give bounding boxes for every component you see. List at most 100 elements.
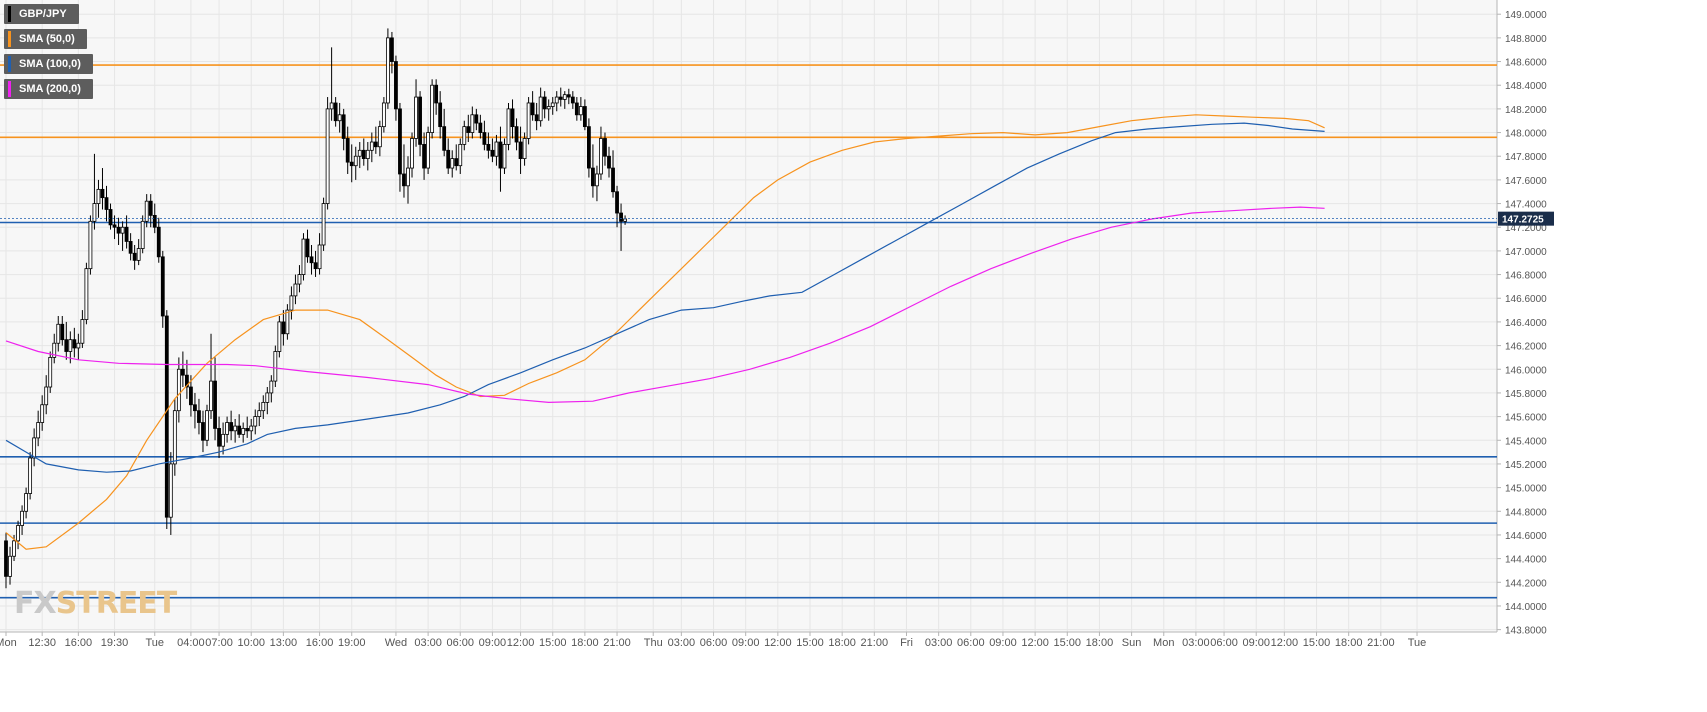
y-tick-label: 145.4000 [1505, 436, 1547, 447]
candle-body [558, 96, 563, 100]
candle-body [414, 96, 418, 139]
candle-body [189, 386, 193, 406]
y-tick-label: 146.2000 [1505, 342, 1547, 353]
candle-body [160, 256, 165, 317]
candle-body [120, 226, 125, 234]
candle-body [241, 428, 246, 435]
candle-body [381, 102, 386, 128]
candle-body [156, 226, 161, 258]
x-tick-label: 21:00 [603, 637, 631, 649]
candle-body [108, 209, 113, 226]
candle-body [92, 203, 97, 222]
candle-body [116, 226, 121, 234]
candle-body [522, 138, 527, 159]
x-tick-label: 15:00 [1054, 637, 1082, 649]
candle-body [498, 141, 503, 169]
legend-sma-200[interactable]: SMA (200,0) [4, 79, 93, 99]
x-tick-label: 13:00 [270, 637, 298, 649]
candle-body [603, 138, 607, 157]
candle-body [253, 416, 258, 427]
x-tick-label: 09:00 [732, 637, 760, 649]
candle-body [550, 102, 555, 107]
x-tick-label: 16:00 [306, 637, 334, 649]
x-tick-label: 12:00 [507, 637, 535, 649]
candle-body [301, 238, 306, 275]
y-tick-label: 148.8000 [1505, 34, 1547, 45]
legend-gbpjpy[interactable]: GBP/JPY [4, 4, 79, 24]
candle-body [257, 410, 262, 417]
candle-body [88, 220, 93, 270]
candle-body [261, 401, 266, 412]
candle-body [506, 108, 511, 145]
x-tick-label: 18:00 [828, 637, 856, 649]
x-tick-label: 03:00 [414, 637, 442, 649]
candle-body [450, 158, 455, 169]
y-tick-label: 148.6000 [1505, 58, 1547, 69]
candle-body [100, 188, 105, 199]
x-tick-label: 06:00 [957, 637, 985, 649]
candle-body [313, 262, 318, 270]
candle-body [377, 126, 382, 148]
candle-body [410, 138, 414, 169]
candle-body [28, 457, 33, 494]
candle-body [277, 321, 282, 352]
candle-body [554, 96, 559, 104]
candle-body [611, 167, 615, 193]
candle-body [587, 126, 591, 169]
x-tick-label: 04:00 [177, 637, 205, 649]
x-tick-label: 19:30 [101, 637, 129, 649]
candle-body [530, 102, 535, 116]
candle-body [482, 132, 487, 145]
candle-body [136, 248, 141, 261]
candle-body [132, 252, 137, 261]
candle-body [353, 155, 358, 167]
y-tick-label: 145.6000 [1505, 413, 1547, 424]
y-tick-label: 145.0000 [1505, 484, 1547, 495]
candle-body [534, 114, 539, 122]
candle-body [68, 339, 73, 352]
x-tick-label: 07:00 [205, 637, 233, 649]
candle-body [490, 149, 495, 157]
candle-body [574, 102, 579, 116]
candle-body [518, 141, 523, 159]
x-tick-label: Sun [1122, 637, 1142, 649]
candle-body [197, 410, 201, 423]
candle-body [349, 161, 354, 167]
candle-body [48, 357, 53, 388]
candle-body [607, 155, 611, 169]
sma-200-line [5, 206, 1325, 404]
candle-body [385, 37, 390, 104]
candle-body [176, 368, 181, 412]
x-tick-label: Mon [1153, 637, 1174, 649]
y-tick-label: 147.6000 [1505, 176, 1547, 187]
x-tick-label: Mon [0, 637, 17, 649]
candle-body [309, 256, 314, 264]
candle-body [201, 422, 205, 441]
candle-body [615, 191, 619, 214]
x-tick-label: 09:00 [1242, 637, 1270, 649]
candle-body [526, 102, 531, 139]
y-tick-label: 146.0000 [1505, 365, 1547, 376]
candle-body [4, 540, 8, 577]
candle-body [329, 102, 334, 110]
candle-body [245, 428, 250, 432]
legend-sma-50[interactable]: SMA (50,0) [4, 29, 87, 49]
plot-area [0, 0, 1497, 632]
candle-body [144, 200, 149, 222]
candle-body [265, 392, 270, 403]
candle-body [494, 141, 499, 157]
legend-sma-100[interactable]: SMA (100,0) [4, 54, 93, 74]
candle-body [619, 212, 623, 222]
sma-50-line [5, 114, 1325, 550]
x-tick-label: 06:00 [446, 637, 474, 649]
candle-body [184, 374, 189, 388]
candle-body [325, 108, 330, 204]
y-tick-label: 147.8000 [1505, 152, 1547, 163]
candle-body [394, 61, 398, 110]
candle-body [430, 84, 435, 133]
y-tick-label: 148.4000 [1505, 81, 1547, 92]
candle-body [140, 220, 145, 249]
candle-body [148, 200, 153, 216]
x-tick-label: 18:00 [571, 637, 599, 649]
